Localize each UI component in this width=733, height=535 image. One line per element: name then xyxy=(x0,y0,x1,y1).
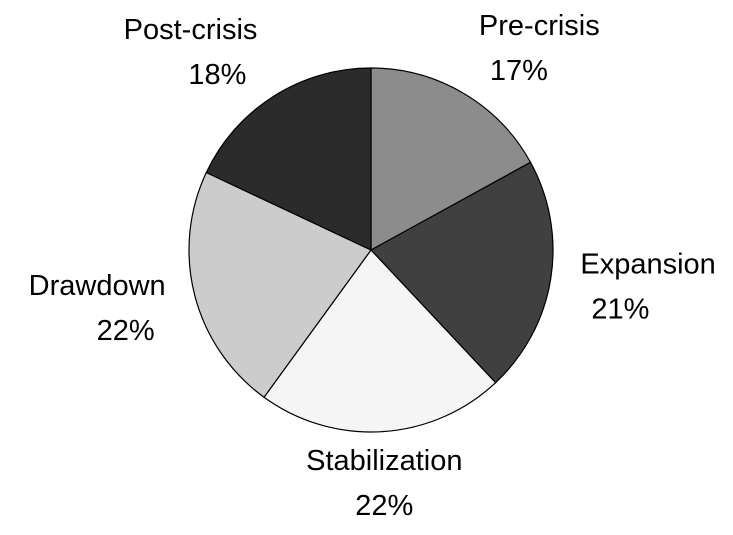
slice-label: Expansion xyxy=(580,248,715,280)
slice-label: Stabilization xyxy=(306,445,462,477)
slice-value-label: 18% xyxy=(188,59,246,91)
pie-slice xyxy=(370,67,532,252)
slice-value-label: 17% xyxy=(490,55,548,87)
slice-label: Pre-crisis xyxy=(479,10,600,42)
pie-slice xyxy=(205,67,372,251)
slice-label: Drawdown xyxy=(29,270,166,302)
slice-value-label: 21% xyxy=(591,293,649,325)
slice-value-label: 22% xyxy=(355,490,413,522)
pie-slice xyxy=(370,161,554,384)
slice-value-label: 22% xyxy=(97,315,155,347)
slice-label: Post-crisis xyxy=(124,14,258,46)
pie-slice xyxy=(263,249,497,433)
